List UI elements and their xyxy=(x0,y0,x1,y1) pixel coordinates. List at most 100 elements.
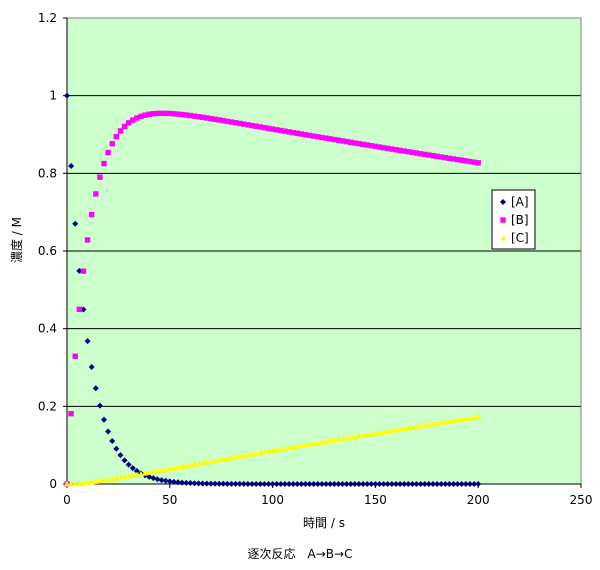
x-tick-label: 150 xyxy=(364,493,387,507)
data-point xyxy=(150,111,157,117)
data-point xyxy=(113,133,120,140)
data-point xyxy=(401,480,408,487)
data-point xyxy=(413,480,420,487)
data-point xyxy=(311,133,317,139)
data-point xyxy=(212,116,218,122)
data-point xyxy=(376,480,383,487)
data-point xyxy=(348,139,354,146)
legend-marker xyxy=(500,217,506,223)
data-point xyxy=(462,415,469,422)
data-point xyxy=(327,136,333,142)
gridlines xyxy=(67,95,581,407)
data-point xyxy=(191,480,198,487)
data-point xyxy=(96,402,103,409)
data-point xyxy=(249,480,256,487)
data-point xyxy=(191,113,198,119)
data-point xyxy=(237,120,243,127)
data-point xyxy=(409,149,416,156)
data-point xyxy=(68,410,74,417)
data-point xyxy=(306,132,313,139)
data-point xyxy=(195,480,202,487)
data-point xyxy=(216,117,222,123)
data-point xyxy=(183,479,190,486)
data-point xyxy=(417,151,424,157)
data-point xyxy=(343,138,350,145)
data-point xyxy=(392,480,399,487)
data-point xyxy=(426,152,432,158)
data-point xyxy=(134,115,140,121)
series-C xyxy=(64,413,482,487)
data-point xyxy=(199,480,206,487)
data-point xyxy=(125,120,132,126)
data-point xyxy=(475,160,481,166)
data-point xyxy=(154,476,161,483)
data-point xyxy=(397,480,404,487)
data-point xyxy=(199,114,206,121)
x-tick-label: 200 xyxy=(467,493,490,507)
data-point xyxy=(121,457,128,464)
data-point xyxy=(360,141,366,148)
data-point xyxy=(368,480,375,487)
data-point xyxy=(257,480,264,487)
chart-caption: 逐次反応 A→B→C xyxy=(248,547,353,561)
data-point xyxy=(315,134,321,140)
data-point xyxy=(459,157,465,163)
legend-box xyxy=(491,189,536,250)
data-point xyxy=(232,480,239,487)
data-point xyxy=(425,481,432,487)
data-point xyxy=(228,119,235,125)
data-point xyxy=(471,159,477,165)
data-point xyxy=(290,480,297,487)
data-point xyxy=(278,127,284,134)
data-point xyxy=(253,123,259,129)
data-point xyxy=(442,154,449,161)
data-point xyxy=(388,480,395,487)
data-point xyxy=(261,480,268,487)
data-point xyxy=(405,149,411,155)
data-point xyxy=(430,153,436,159)
data-point xyxy=(187,112,194,119)
data-point xyxy=(125,461,132,468)
data-point xyxy=(175,111,181,117)
data-point xyxy=(306,480,313,487)
data-point xyxy=(158,110,165,117)
data-point xyxy=(282,128,288,134)
data-point xyxy=(364,142,370,148)
data-point xyxy=(339,480,346,487)
data-point xyxy=(92,385,99,392)
data-point xyxy=(471,414,478,420)
data-point xyxy=(323,135,329,141)
data-point xyxy=(310,480,317,487)
data-point xyxy=(385,145,391,152)
data-point xyxy=(355,480,362,487)
data-point xyxy=(92,478,99,484)
x-tick-label: 100 xyxy=(261,493,284,507)
data-point xyxy=(105,149,111,156)
data-point xyxy=(88,364,95,371)
y-tick-label: 0.8 xyxy=(38,166,57,180)
data-point xyxy=(352,140,358,146)
data-point xyxy=(446,155,453,162)
data-point xyxy=(249,122,255,129)
data-point xyxy=(442,481,449,487)
data-point xyxy=(372,480,379,487)
data-point xyxy=(84,338,91,345)
data-point xyxy=(80,480,87,486)
data-point xyxy=(446,418,453,424)
data-point xyxy=(380,145,387,151)
data-point xyxy=(64,92,70,99)
data-point xyxy=(72,353,78,359)
data-point xyxy=(170,478,177,485)
data-point xyxy=(68,480,75,487)
data-point xyxy=(245,122,251,128)
data-point xyxy=(162,477,169,484)
data-point xyxy=(339,138,346,144)
data-point xyxy=(257,124,263,130)
data-point xyxy=(133,468,140,475)
data-point xyxy=(167,110,173,117)
data-point xyxy=(294,130,300,137)
data-point xyxy=(72,480,79,487)
data-point xyxy=(393,147,399,153)
